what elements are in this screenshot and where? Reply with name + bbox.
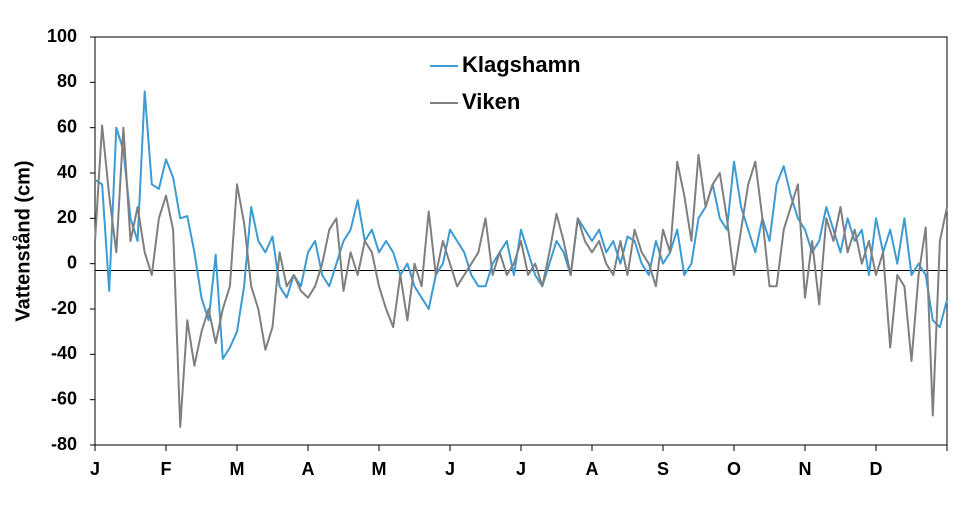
y-tick-label: 80 — [57, 71, 77, 91]
series-line — [94, 90, 948, 360]
y-axis-label: Vattenstånd (cm) — [11, 160, 34, 321]
x-tick-label: F — [161, 459, 172, 479]
x-tick-label: J — [90, 459, 100, 479]
y-tick-label: 100 — [47, 26, 77, 46]
x-tick-label: S — [657, 459, 669, 479]
series-line — [94, 124, 948, 428]
x-tick-label: D — [870, 459, 883, 479]
x-tick-label: J — [516, 459, 526, 479]
y-tick-label: -20 — [51, 298, 77, 318]
x-tick-label: A — [302, 459, 315, 479]
y-tick-label: 60 — [57, 116, 77, 136]
x-tick-label: A — [586, 459, 599, 479]
y-tick-label: 20 — [57, 207, 77, 227]
legend-label: Viken — [462, 89, 520, 114]
y-tick-label: 0 — [67, 252, 77, 272]
y-tick-label: -40 — [51, 343, 77, 363]
y-tick-label: -80 — [51, 434, 77, 454]
x-tick-label: M — [372, 459, 387, 479]
x-tick-label: J — [445, 459, 455, 479]
y-tick-label: -60 — [51, 388, 77, 408]
legend-label: Klagshamn — [462, 52, 581, 77]
y-tick-label: 40 — [57, 162, 77, 182]
x-tick-label: N — [799, 459, 812, 479]
x-tick-label: O — [727, 459, 741, 479]
x-tick-label: M — [230, 459, 245, 479]
